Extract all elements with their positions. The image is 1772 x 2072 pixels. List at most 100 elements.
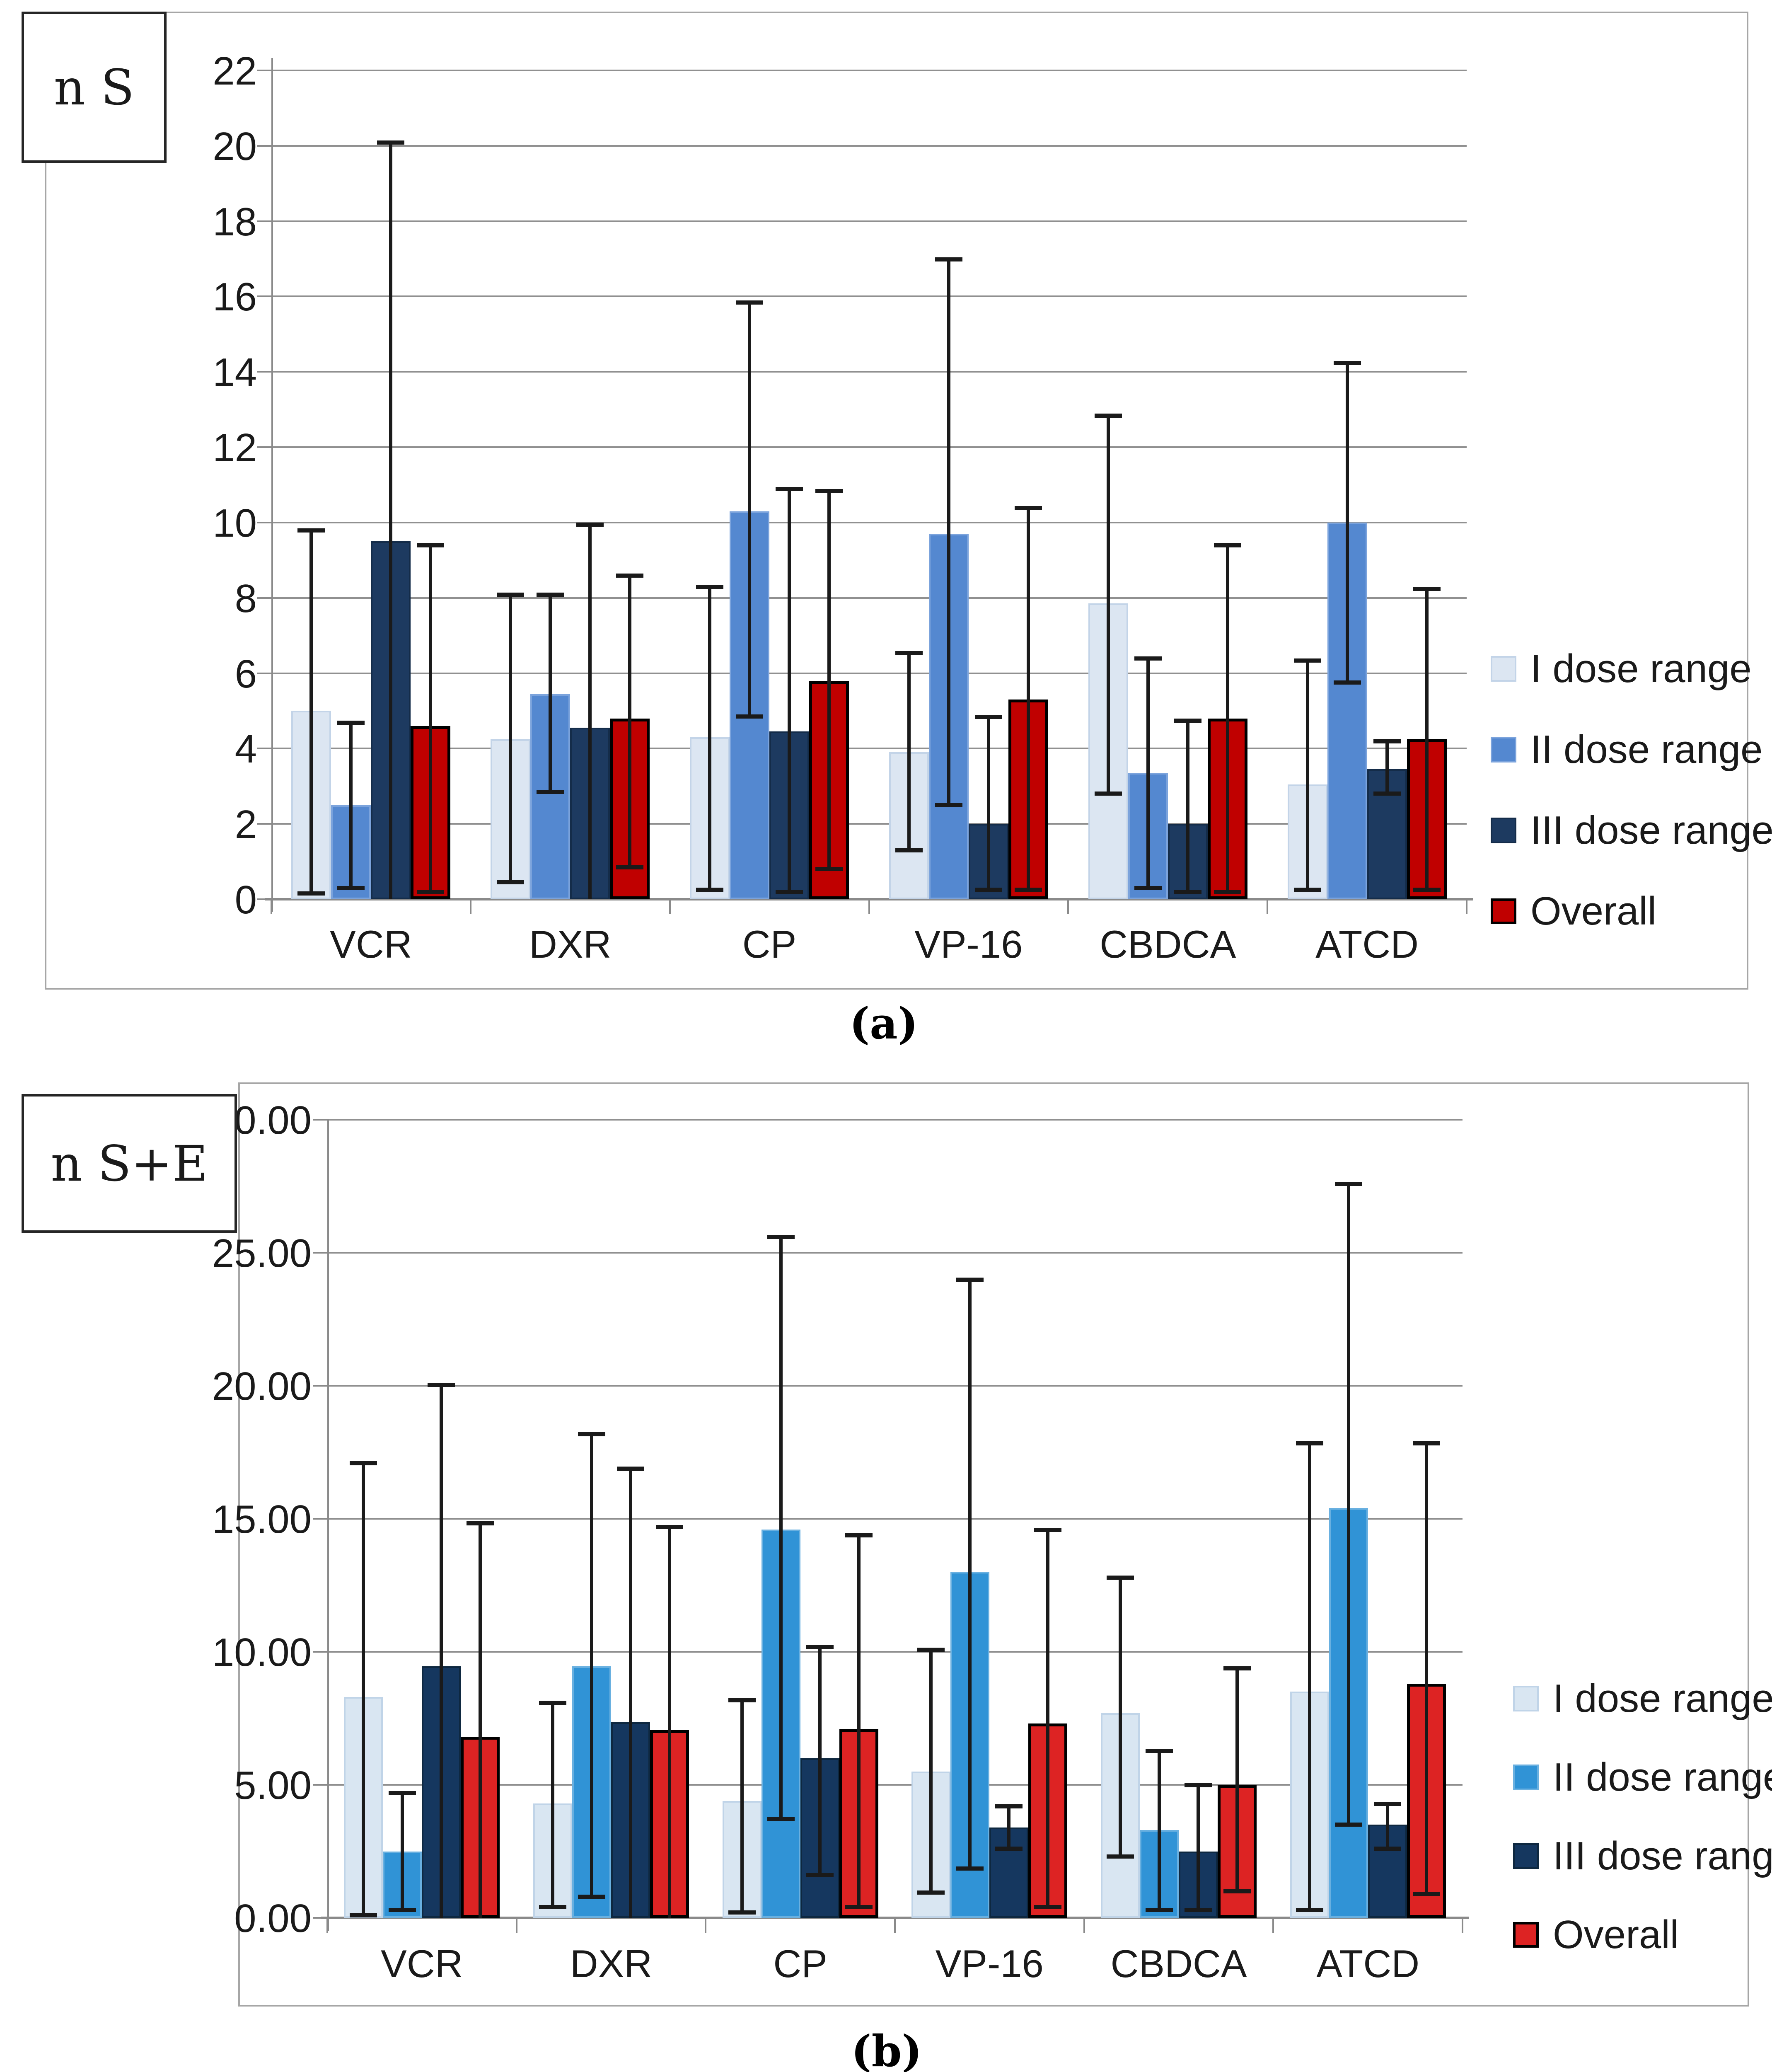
error-bar-cap-bottom bbox=[497, 880, 525, 885]
error-bar-cap-top bbox=[1373, 739, 1401, 744]
y-axis-unit-text-a: n S bbox=[53, 58, 135, 116]
x-axis-tick bbox=[1272, 1918, 1274, 1933]
error-bar-cap-top bbox=[539, 1700, 566, 1705]
error-bar-cap-bottom bbox=[806, 1873, 834, 1878]
error-bar-line bbox=[1158, 1750, 1161, 1910]
error-bar-cap-bottom bbox=[1333, 680, 1361, 685]
error-bar-cap-top bbox=[806, 1645, 834, 1649]
legend-item-iii-dose-range: III dose range bbox=[1491, 811, 1772, 850]
error-bar-cap-top bbox=[497, 592, 525, 597]
error-bar-cap-top bbox=[696, 585, 724, 589]
y-axis-unit-text-b: n S+E bbox=[51, 1135, 208, 1192]
error-bar-line bbox=[1146, 658, 1150, 888]
error-bar-cap-bottom bbox=[728, 1910, 756, 1915]
error-bar-cap-top bbox=[578, 1432, 605, 1436]
error-bar-cap-bottom bbox=[1134, 886, 1162, 890]
error-bar-cap-top bbox=[576, 523, 604, 527]
error-bar-cap-top bbox=[377, 140, 405, 145]
x-axis-tick bbox=[1466, 899, 1467, 914]
error-bar-cap-bottom bbox=[1296, 1907, 1323, 1912]
error-bar-cap-bottom bbox=[696, 888, 724, 892]
error-bar-line bbox=[1345, 362, 1349, 683]
y-axis-tick bbox=[257, 521, 271, 523]
x-axis-tick bbox=[469, 899, 471, 914]
error-bar-line bbox=[668, 1527, 671, 1918]
error-bar-line bbox=[1197, 1785, 1200, 1910]
error-bar-cap-top bbox=[616, 574, 644, 578]
y-axis-tick bbox=[257, 823, 271, 825]
x-category-label: CBDCA bbox=[1110, 1942, 1247, 1985]
error-bar-cap-top bbox=[917, 1647, 945, 1652]
y-tick-label: 8 bbox=[234, 576, 257, 621]
error-bar-cap-bottom bbox=[895, 848, 923, 852]
error-bar-line bbox=[1305, 660, 1309, 890]
x-axis-tick bbox=[1083, 1918, 1085, 1933]
y-tick-label: 6 bbox=[234, 651, 257, 696]
legend-label: II dose range bbox=[1530, 727, 1763, 772]
gridline bbox=[327, 1651, 1463, 1653]
error-bar-line bbox=[986, 716, 990, 890]
error-bar-line bbox=[1308, 1443, 1311, 1910]
x-category-label: CBDCA bbox=[1100, 922, 1236, 966]
y-tick-label: 12 bbox=[213, 426, 257, 470]
error-bar-cap-bottom bbox=[1094, 792, 1122, 796]
error-bar-cap-top bbox=[1223, 1666, 1251, 1670]
legend-swatch bbox=[1491, 898, 1516, 924]
error-bar-line bbox=[362, 1463, 365, 1915]
error-bar-cap-bottom bbox=[1185, 1907, 1212, 1912]
error-bar-cap-bottom bbox=[1373, 1847, 1401, 1851]
error-bar-cap-top bbox=[1174, 719, 1201, 723]
error-bar-line bbox=[1106, 415, 1110, 794]
x-category-label: DXR bbox=[570, 1942, 653, 1985]
legend-swatch bbox=[1513, 1922, 1539, 1948]
gridline bbox=[327, 1119, 1463, 1121]
error-bar-line bbox=[1235, 1668, 1239, 1891]
gridline bbox=[271, 145, 1467, 147]
error-bar-cap-top bbox=[1034, 1527, 1062, 1532]
x-axis-tick bbox=[271, 899, 272, 914]
legend-label: Overall bbox=[1553, 1912, 1679, 1957]
y-axis-tick bbox=[313, 1651, 327, 1653]
gridline bbox=[327, 1385, 1463, 1387]
gridline bbox=[327, 1518, 1463, 1520]
error-bar-line bbox=[1007, 1806, 1011, 1849]
error-bar-cap-top bbox=[776, 487, 803, 491]
x-axis-tick bbox=[705, 1918, 707, 1933]
error-bar-line bbox=[708, 586, 712, 890]
x-category-label: ATCD bbox=[1315, 922, 1419, 966]
error-bar-cap-bottom bbox=[417, 889, 445, 894]
bar-iii-dose-range-atcd bbox=[1367, 769, 1407, 899]
error-bar-cap-bottom bbox=[1412, 1892, 1440, 1896]
x-category-label: VP-16 bbox=[935, 1942, 1044, 1985]
error-bar-line bbox=[1226, 545, 1229, 892]
error-bar-line bbox=[947, 259, 950, 805]
y-axis-tick bbox=[257, 371, 271, 373]
error-bar-cap-bottom bbox=[350, 1913, 377, 1917]
error-bar-cap-bottom bbox=[389, 1907, 416, 1912]
legend-item-ii-dose-range: II dose range bbox=[1513, 1757, 1772, 1797]
legend-item-i-dose-range: I dose range bbox=[1491, 649, 1752, 689]
error-bar-cap-top bbox=[995, 1804, 1023, 1809]
error-bar-cap-bottom bbox=[1334, 1823, 1362, 1827]
legend-label: III dose range bbox=[1530, 808, 1772, 852]
error-bar-cap-top bbox=[1334, 1182, 1362, 1186]
y-axis-unit-box-b: n S+E bbox=[22, 1094, 237, 1233]
error-bar-cap-top bbox=[656, 1525, 683, 1530]
y-tick-label: 16 bbox=[213, 275, 257, 320]
y-tick-label: 0 bbox=[234, 878, 257, 922]
y-axis-tick bbox=[257, 748, 271, 750]
error-bar-cap-bottom bbox=[297, 891, 325, 896]
y-tick-label: 18 bbox=[213, 199, 257, 244]
x-category-label: VCR bbox=[381, 1942, 463, 1985]
error-bar-line bbox=[1385, 1803, 1389, 1849]
x-category-label: DXR bbox=[529, 922, 612, 966]
error-bar-cap-bottom bbox=[1146, 1907, 1173, 1912]
legend-item-iii-dose-range: III dose range bbox=[1513, 1836, 1772, 1876]
error-bar-cap-top bbox=[1412, 1441, 1440, 1446]
error-bar-line bbox=[629, 1468, 632, 1918]
error-bar-line bbox=[779, 1237, 783, 1820]
error-bar-line bbox=[748, 302, 752, 717]
y-tick-label: 4 bbox=[234, 727, 257, 772]
y-axis-tick bbox=[257, 70, 271, 71]
error-bar-line bbox=[1385, 741, 1389, 794]
